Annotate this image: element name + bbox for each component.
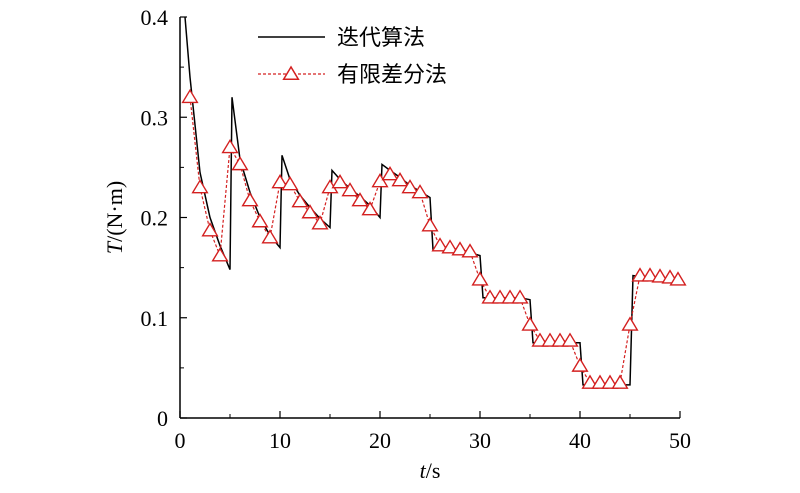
- data-point-marker: [231, 156, 249, 171]
- x-tick-label: 0: [175, 428, 186, 453]
- data-point-marker: [521, 316, 539, 331]
- y-tick-label: 0: [157, 406, 168, 431]
- x-axis-title: t/s: [420, 458, 441, 483]
- data-point-marker: [611, 374, 629, 389]
- data-point-marker: [251, 213, 269, 228]
- data-point-marker: [401, 179, 419, 194]
- data-point-marker: [261, 229, 279, 244]
- data-point-marker: [371, 173, 389, 188]
- series-line-1: [189, 97, 679, 384]
- x-tick-label: 50: [669, 428, 691, 453]
- data-point-marker: [461, 243, 479, 258]
- data-point-marker: [511, 289, 529, 304]
- data-point-marker: [211, 247, 229, 262]
- data-point-marker: [281, 176, 299, 191]
- y-tick-label: 0.1: [141, 306, 169, 331]
- data-point-marker: [301, 204, 319, 219]
- data-point-marker: [421, 217, 439, 232]
- data-point-marker: [471, 271, 489, 286]
- data-point-marker: [621, 316, 639, 331]
- x-tick-label: 20: [369, 428, 391, 453]
- legend-label-finite-difference: 有限差分法: [337, 63, 447, 88]
- y-tick-label: 0.2: [141, 206, 169, 231]
- data-point-marker: [241, 192, 259, 207]
- x-ticks: 0 10 20 30 40 50: [175, 411, 691, 453]
- data-point-marker: [451, 241, 469, 256]
- legend: 迭代算法 有限差分法: [258, 26, 447, 88]
- data-point-marker: [381, 166, 399, 181]
- data-point-marker: [271, 174, 289, 189]
- series-layer: [181, 16, 687, 389]
- legend-label-iterative: 迭代算法: [337, 26, 425, 51]
- y-tick-label: 0.3: [141, 105, 169, 130]
- x-tick-label: 40: [569, 428, 591, 453]
- axis-titles: t/s T/(N·m): [102, 181, 440, 483]
- data-point-marker: [571, 357, 589, 372]
- data-point-marker: [331, 174, 349, 189]
- data-point-marker: [561, 332, 579, 347]
- data-point-marker: [651, 268, 669, 283]
- data-point-marker: [351, 192, 369, 207]
- data-point-marker: [291, 193, 309, 208]
- data-point-marker: [391, 172, 409, 187]
- y-ticks: 0 0.1 0.2 0.3 0.4: [141, 5, 187, 431]
- data-point-marker: [181, 88, 199, 104]
- y-axis-title: T/(N·m): [102, 181, 127, 254]
- y-tick-label: 0.4: [141, 5, 169, 30]
- data-point-marker: [221, 138, 239, 154]
- data-point-marker: [361, 201, 379, 216]
- x-tick-label: 10: [269, 428, 291, 453]
- data-point-marker: [411, 184, 429, 199]
- data-point-marker: [641, 267, 659, 282]
- data-point-marker: [341, 182, 359, 197]
- data-point-marker: [669, 271, 687, 286]
- legend-marker-triangle: [282, 65, 300, 80]
- data-point-marker: [191, 179, 209, 194]
- data-point-marker: [311, 215, 329, 230]
- data-point-marker: [431, 237, 449, 252]
- x-tick-label: 30: [469, 428, 491, 453]
- data-point-marker: [441, 239, 459, 254]
- data-point-marker: [201, 222, 219, 237]
